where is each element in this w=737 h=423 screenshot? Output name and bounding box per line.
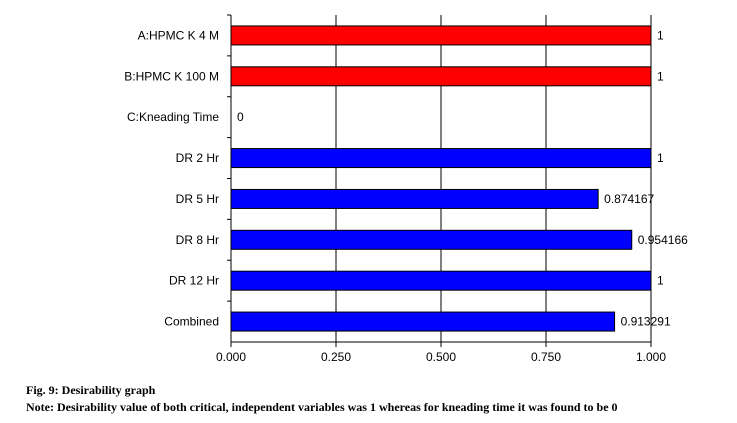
value-label: 1 <box>657 151 664 165</box>
category-label: C:Kneading Time <box>127 110 219 124</box>
category-label: DR 12 Hr <box>169 274 219 288</box>
x-tick-label: 0.500 <box>426 350 456 364</box>
value-label: 1 <box>657 69 664 83</box>
category-label: A:HPMC K 4 M <box>138 28 219 42</box>
value-label: 0.954166 <box>638 233 688 247</box>
bar <box>230 311 616 332</box>
category-label: DR 5 Hr <box>176 192 219 206</box>
value-label: 0.874167 <box>604 192 654 206</box>
bar <box>230 188 599 209</box>
x-tick-label: 0.000 <box>216 350 246 364</box>
bar <box>230 25 652 46</box>
category-label: DR 8 Hr <box>176 233 219 247</box>
category-label: B:HPMC K 100 M <box>124 69 219 83</box>
x-tick-label: 0.250 <box>321 350 351 364</box>
value-label: 1 <box>657 28 664 42</box>
x-tick-label: 0.750 <box>531 350 561 364</box>
x-tick-label: 1.000 <box>636 350 666 364</box>
bar <box>230 148 652 169</box>
bar <box>230 270 652 291</box>
bar <box>230 66 652 87</box>
category-label: Combined <box>164 315 219 329</box>
bar <box>230 229 633 250</box>
figure-title: Fig. 9: Desirability graph <box>26 383 156 397</box>
value-label: 0 <box>237 110 244 124</box>
value-label: 1 <box>657 274 664 288</box>
category-label: DR 2 Hr <box>176 151 219 165</box>
value-label: 0.913291 <box>621 315 671 329</box>
figure-note: Note: Desirability value of both critica… <box>26 400 618 414</box>
